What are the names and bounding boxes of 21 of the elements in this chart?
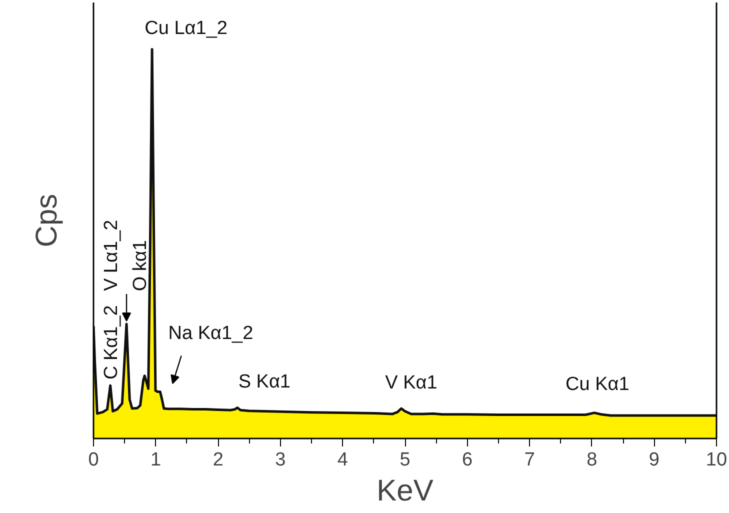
annotation: V Kα1 bbox=[385, 372, 438, 394]
x-tick-label: 2 bbox=[212, 450, 224, 470]
x-tick-label: 0 bbox=[88, 450, 99, 470]
x-tick-label: 8 bbox=[586, 450, 598, 470]
annotation: Cu Kα1 bbox=[565, 374, 630, 395]
x-tick-label: 5 bbox=[400, 450, 410, 470]
x-tick-label: 3 bbox=[275, 450, 286, 470]
x-tick-label: 6 bbox=[462, 450, 473, 470]
annotation: C Kα1_2 bbox=[100, 305, 122, 380]
annotation: Na Kα1_2 bbox=[168, 322, 254, 344]
x-tick-label: 9 bbox=[648, 450, 660, 470]
annotation: S Kα1 bbox=[238, 372, 291, 393]
x-tick-label: 4 bbox=[337, 450, 348, 470]
x-tick-label: 10 bbox=[706, 450, 728, 470]
y-axis-title: Cps bbox=[30, 194, 64, 248]
annotation: O kα1 bbox=[130, 240, 151, 292]
annotation: V Lα1_2 bbox=[101, 220, 122, 292]
x-tick-label: 7 bbox=[524, 450, 535, 470]
x-tick-label: 1 bbox=[150, 450, 162, 470]
x-axis-title: KeV bbox=[376, 474, 434, 508]
annotation: Cu Lα1_2 bbox=[144, 18, 228, 40]
